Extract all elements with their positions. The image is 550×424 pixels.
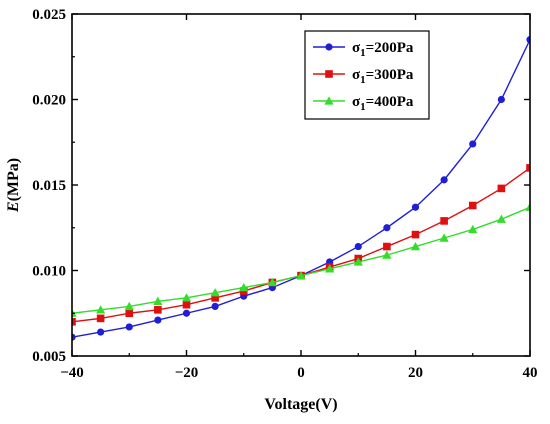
legend-label-value: =300Pa: [366, 67, 414, 83]
series-1-point: [383, 224, 391, 232]
series-3-point: [96, 305, 106, 314]
series-3-point: [525, 202, 530, 211]
x-axis-label: Voltage(V): [264, 396, 337, 413]
y-tick-label: 0.010: [32, 264, 66, 280]
series-2-point: [96, 314, 105, 323]
legend-label-subscript: 1: [360, 74, 366, 86]
series-3-point: [382, 250, 392, 259]
series-1-point: [526, 36, 530, 44]
series-3-point: [153, 296, 163, 305]
y-axis-label: E(MPa): [5, 158, 22, 213]
series-1-point: [411, 203, 420, 211]
series-1-point: [182, 309, 191, 317]
x-tick-label: −40: [60, 365, 84, 381]
legend-item-1: σ1=200Pa: [313, 40, 414, 59]
series-2-point: [497, 184, 506, 193]
legend-label-subscript: 1: [360, 101, 366, 113]
x-tick-label: −20: [175, 365, 199, 381]
series-3-point: [210, 288, 220, 297]
legend-marker: [325, 70, 333, 78]
legend-item-3: σ1=400Pa: [313, 94, 414, 113]
series-3-point: [410, 241, 421, 251]
legend-label-symbol: σ: [352, 94, 361, 110]
series-layer: [72, 36, 530, 341]
legend-label: σ1=400Pa: [352, 94, 414, 113]
series-3-point: [353, 257, 363, 266]
series-3-point: [439, 233, 449, 242]
series-1-point: [469, 140, 477, 148]
series-1: [72, 36, 530, 341]
series-2-point: [211, 294, 219, 302]
legend-label-symbol: σ: [352, 40, 361, 56]
y-axis-label-symbol: E: [5, 201, 22, 213]
series-3-point: [296, 271, 306, 280]
axes-layer: −40 −20 0 20 40 0.005 0.010 0.015 0.020 0.025 Volt…: [5, 7, 538, 413]
series-2-point: [383, 242, 391, 251]
legend-marker: [324, 96, 334, 105]
series-2-point: [125, 309, 134, 318]
x-tick-label: 40: [523, 365, 538, 381]
series-3-point: [468, 224, 478, 234]
series-2-point: [72, 318, 76, 326]
y-tick-label: 0.005: [32, 349, 66, 365]
series-1-point: [72, 333, 76, 341]
legend-label: σ1=300Pa: [352, 67, 414, 86]
series-3-point: [496, 214, 506, 223]
series-2-point: [154, 306, 162, 314]
series-3: [72, 202, 530, 317]
series-2-point: [440, 217, 448, 225]
legend-label: σ1=200Pa: [352, 40, 414, 59]
series-2-point: [468, 201, 477, 210]
series-2: [72, 164, 530, 326]
x-tick-label: 0: [297, 365, 305, 381]
legend-marker: [325, 43, 333, 51]
legend-label-value: =400Pa: [366, 94, 414, 110]
y-tick-label: 0.025: [32, 7, 66, 23]
legend-label-subscript: 1: [360, 47, 366, 59]
series-2-point: [411, 230, 420, 239]
y-tick-label: 0.015: [32, 178, 66, 194]
series-1-point: [211, 302, 219, 311]
series-1-line: [72, 39, 530, 338]
series-3-point: [181, 293, 192, 302]
series-2-line: [72, 167, 530, 323]
series-2-point: [526, 164, 530, 172]
series-1-point: [354, 242, 362, 251]
legend-item-2: σ1=300Pa: [313, 67, 414, 86]
series-1-point: [125, 323, 133, 331]
series-2-point: [182, 300, 191, 309]
series-3-point: [239, 283, 249, 292]
series-1-point: [440, 176, 448, 184]
series-1-point: [497, 95, 505, 104]
series-1-point: [97, 328, 105, 336]
series-3-point: [325, 264, 335, 273]
series-3-point: [72, 308, 77, 317]
series-3-point: [267, 277, 277, 287]
x-tick-label: 20: [408, 365, 423, 381]
y-axis-label-unit: (MPa): [5, 158, 22, 202]
series-1-point: [154, 316, 162, 324]
series-3-point: [124, 301, 134, 311]
y-tick-label: 0.020: [32, 93, 66, 109]
legend-label-value: =200Pa: [366, 40, 414, 56]
series-3-line: [72, 206, 530, 314]
legend-label-symbol: σ: [352, 67, 361, 83]
